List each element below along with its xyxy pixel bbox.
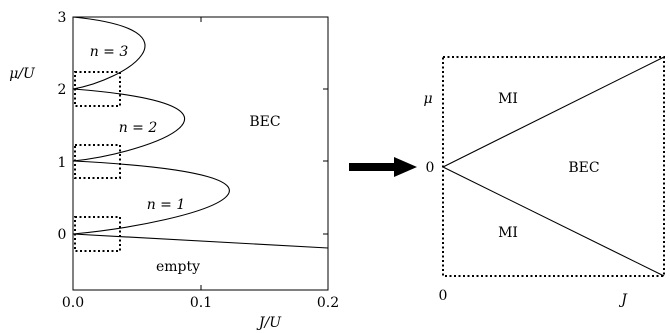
empty-boundary-line xyxy=(72,233,329,249)
region-label-mi-top: MI xyxy=(498,91,518,107)
x-tick-label-2: 0.2 xyxy=(317,295,339,311)
right-x-axis-label: J xyxy=(618,292,628,308)
upper-phase-boundary xyxy=(442,56,665,168)
zoom-boxes xyxy=(74,71,121,252)
left-y-axis-label: μ/U xyxy=(9,66,36,82)
right-y-axis-label: μ xyxy=(423,91,432,107)
region-label-mi-bottom: MI xyxy=(498,225,518,241)
x-tick-label-1: 0.1 xyxy=(190,295,212,311)
region-label-empty: empty xyxy=(156,259,200,275)
zoom-box-mu0 xyxy=(74,216,121,252)
y-tick-label-1: 1 xyxy=(58,155,67,171)
mott-lobe-n1 xyxy=(72,160,230,235)
zoom-box-mu2 xyxy=(74,71,121,107)
mott-lobe-n3 xyxy=(72,16,146,90)
lower-phase-boundary xyxy=(442,166,665,277)
right-zoom-diagram: μ 0 0 J MI MI BEC xyxy=(423,56,665,308)
region-label-bec: BEC xyxy=(249,114,280,130)
right-y-zero-label: 0 xyxy=(426,160,435,176)
left-x-axis-label: J/U xyxy=(256,315,282,331)
region-label-n3: n = 3 xyxy=(90,44,129,60)
right-x-zero-label: 0 xyxy=(439,288,448,304)
x-tick-label-0: 0.0 xyxy=(62,295,84,311)
left-phase-diagram: 0 1 2 3 0.0 0.1 0.2 μ/U J/U n = 3 n = 2 … xyxy=(9,10,339,331)
region-label-n1: n = 1 xyxy=(147,197,186,213)
region-label-n2: n = 2 xyxy=(119,120,158,136)
zoom-box-mu1 xyxy=(74,144,121,179)
y-tick-label-0: 0 xyxy=(58,227,67,243)
region-label-bec-right: BEC xyxy=(568,160,599,176)
mott-lobe-n2 xyxy=(72,88,185,162)
zoom-arrow-icon xyxy=(349,157,417,177)
y-tick-label-2: 2 xyxy=(58,82,67,98)
y-tick-label-3: 3 xyxy=(58,10,67,26)
right-dotted-frame xyxy=(442,56,665,277)
